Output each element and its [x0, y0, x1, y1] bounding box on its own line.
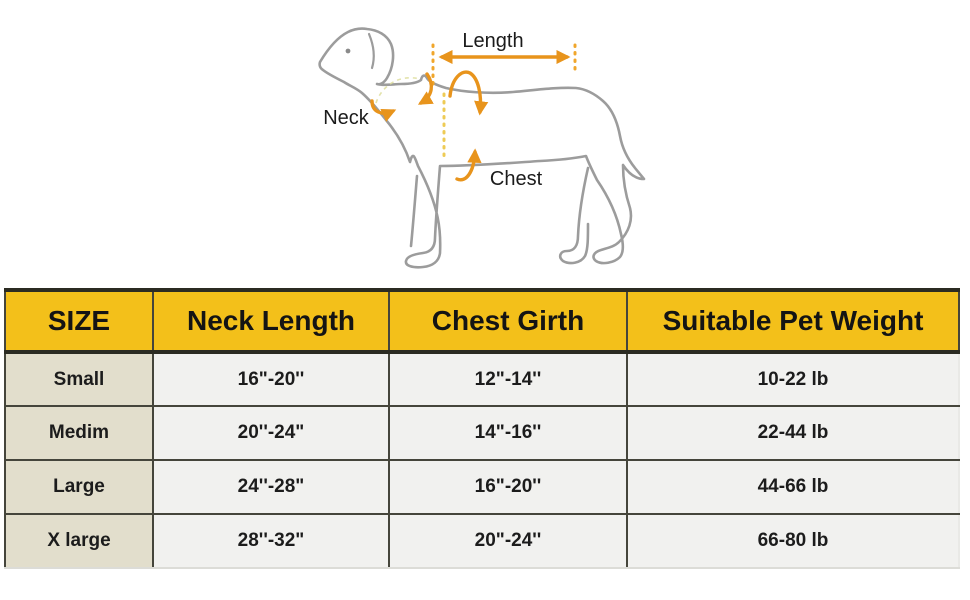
- table-header-row: SIZE Neck Length Chest Girth Suitable Pe…: [4, 288, 960, 354]
- chest-arrow-top: [448, 70, 489, 116]
- weight-cell: 44-66 lb: [626, 459, 960, 515]
- neck-arrow-lower: [370, 99, 397, 122]
- chest-cell: 12"-14'': [388, 351, 628, 407]
- dog-far-hind-leg: [558, 166, 590, 265]
- neck-tape-dashed-curve: [375, 77, 421, 104]
- chest-cell: 14"-16'': [388, 405, 628, 461]
- dog-ear-inner-line: [367, 32, 375, 70]
- dog-measurement-diagram: Length Neck Chest: [288, 0, 712, 288]
- neck-cell: 24''-28": [152, 459, 390, 515]
- table-row-xlarge: X large 28''-32" 20"-24'' 66-80 lb: [4, 513, 960, 569]
- header-size: SIZE: [4, 288, 154, 354]
- dog-outline-drawing: [318, 27, 646, 269]
- chest-cell: 16"-20'': [388, 459, 628, 515]
- length-label: Length: [462, 30, 523, 52]
- size-cell: Small: [4, 351, 154, 407]
- size-chart-table: SIZE Neck Length Chest Girth Suitable Pe…: [4, 288, 960, 569]
- neck-measurement: Neck: [323, 72, 434, 129]
- neck-arrow-upper: [417, 72, 434, 105]
- weight-cell: 22-44 lb: [626, 405, 960, 461]
- header-chest-girth: Chest Girth: [388, 288, 628, 354]
- dog-body-outline: [318, 27, 646, 269]
- size-cell: Large: [4, 459, 154, 515]
- table-row-medium: Medim 20''-24" 14"-16'' 22-44 lb: [4, 405, 960, 461]
- length-measurement: Length: [431, 30, 577, 90]
- dog-eye: [345, 48, 351, 54]
- table-row-small: Small 16"-20'' 12"-14'' 10-22 lb: [4, 351, 960, 407]
- size-cell: X large: [4, 513, 154, 569]
- dog-far-front-leg: [409, 174, 419, 248]
- table-row-large: Large 24''-28" 16"-20'' 44-66 lb: [4, 459, 960, 515]
- neck-cell: 16"-20'': [152, 351, 390, 407]
- weight-cell: 66-80 lb: [626, 513, 960, 569]
- neck-label: Neck: [323, 107, 370, 129]
- chest-label: Chest: [490, 168, 543, 190]
- neck-cell: 28''-32": [152, 513, 390, 569]
- header-pet-weight: Suitable Pet Weight: [626, 288, 960, 354]
- chest-arrow-bottom: [455, 148, 482, 182]
- size-cell: Medim: [4, 405, 154, 461]
- dog-diagram-svg: Length Neck Chest: [318, 27, 646, 269]
- neck-cell: 20''-24": [152, 405, 390, 461]
- header-neck-length: Neck Length: [152, 288, 390, 354]
- chest-measurement: Chest: [442, 70, 543, 190]
- weight-cell: 10-22 lb: [626, 351, 960, 407]
- chest-cell: 20"-24'': [388, 513, 628, 569]
